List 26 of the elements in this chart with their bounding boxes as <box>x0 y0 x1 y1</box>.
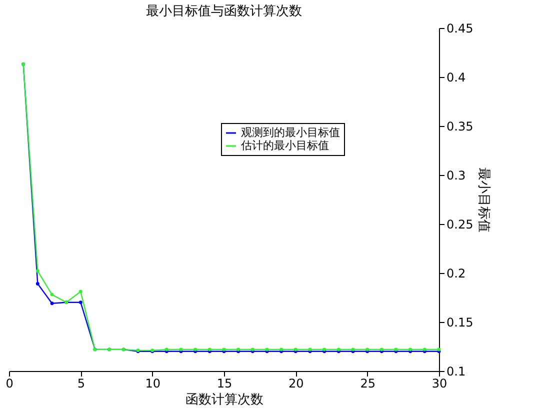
x-axis-title: 函数计算次数 <box>186 392 264 408</box>
y-tick-label: 0.45 <box>446 22 474 36</box>
legend-label: 估计的最小目标值 <box>241 139 329 152</box>
point <box>78 300 82 304</box>
x-tick-label: 10 <box>145 376 160 390</box>
y-tick-label: 0.1 <box>446 364 466 378</box>
x-tick-label: 30 <box>432 376 448 390</box>
x-tick-label: 0 <box>6 376 14 390</box>
point <box>50 292 54 296</box>
y-tick-label: 0.4 <box>446 70 466 84</box>
x-tick-label: 15 <box>216 376 232 390</box>
chart-title: 最小目标值与函数计算次数 <box>146 4 302 19</box>
y-tick-label: 0.35 <box>446 120 474 134</box>
x-tick-label: 5 <box>77 376 85 390</box>
point <box>50 302 54 306</box>
y-tick-label: 0.2 <box>446 266 466 280</box>
legend-label: 观测到的最小目标值 <box>241 126 340 139</box>
x-tick-label: 25 <box>360 376 376 390</box>
point <box>36 269 40 273</box>
y-tick-label: 0.3 <box>446 168 466 182</box>
y-tick-label: 0.15 <box>446 316 474 330</box>
point <box>36 282 40 286</box>
y-tick-label: 0.25 <box>446 218 474 232</box>
y-axis-title: 最小目标值 <box>476 168 492 232</box>
point <box>78 290 82 294</box>
x-tick-label: 20 <box>288 376 304 390</box>
